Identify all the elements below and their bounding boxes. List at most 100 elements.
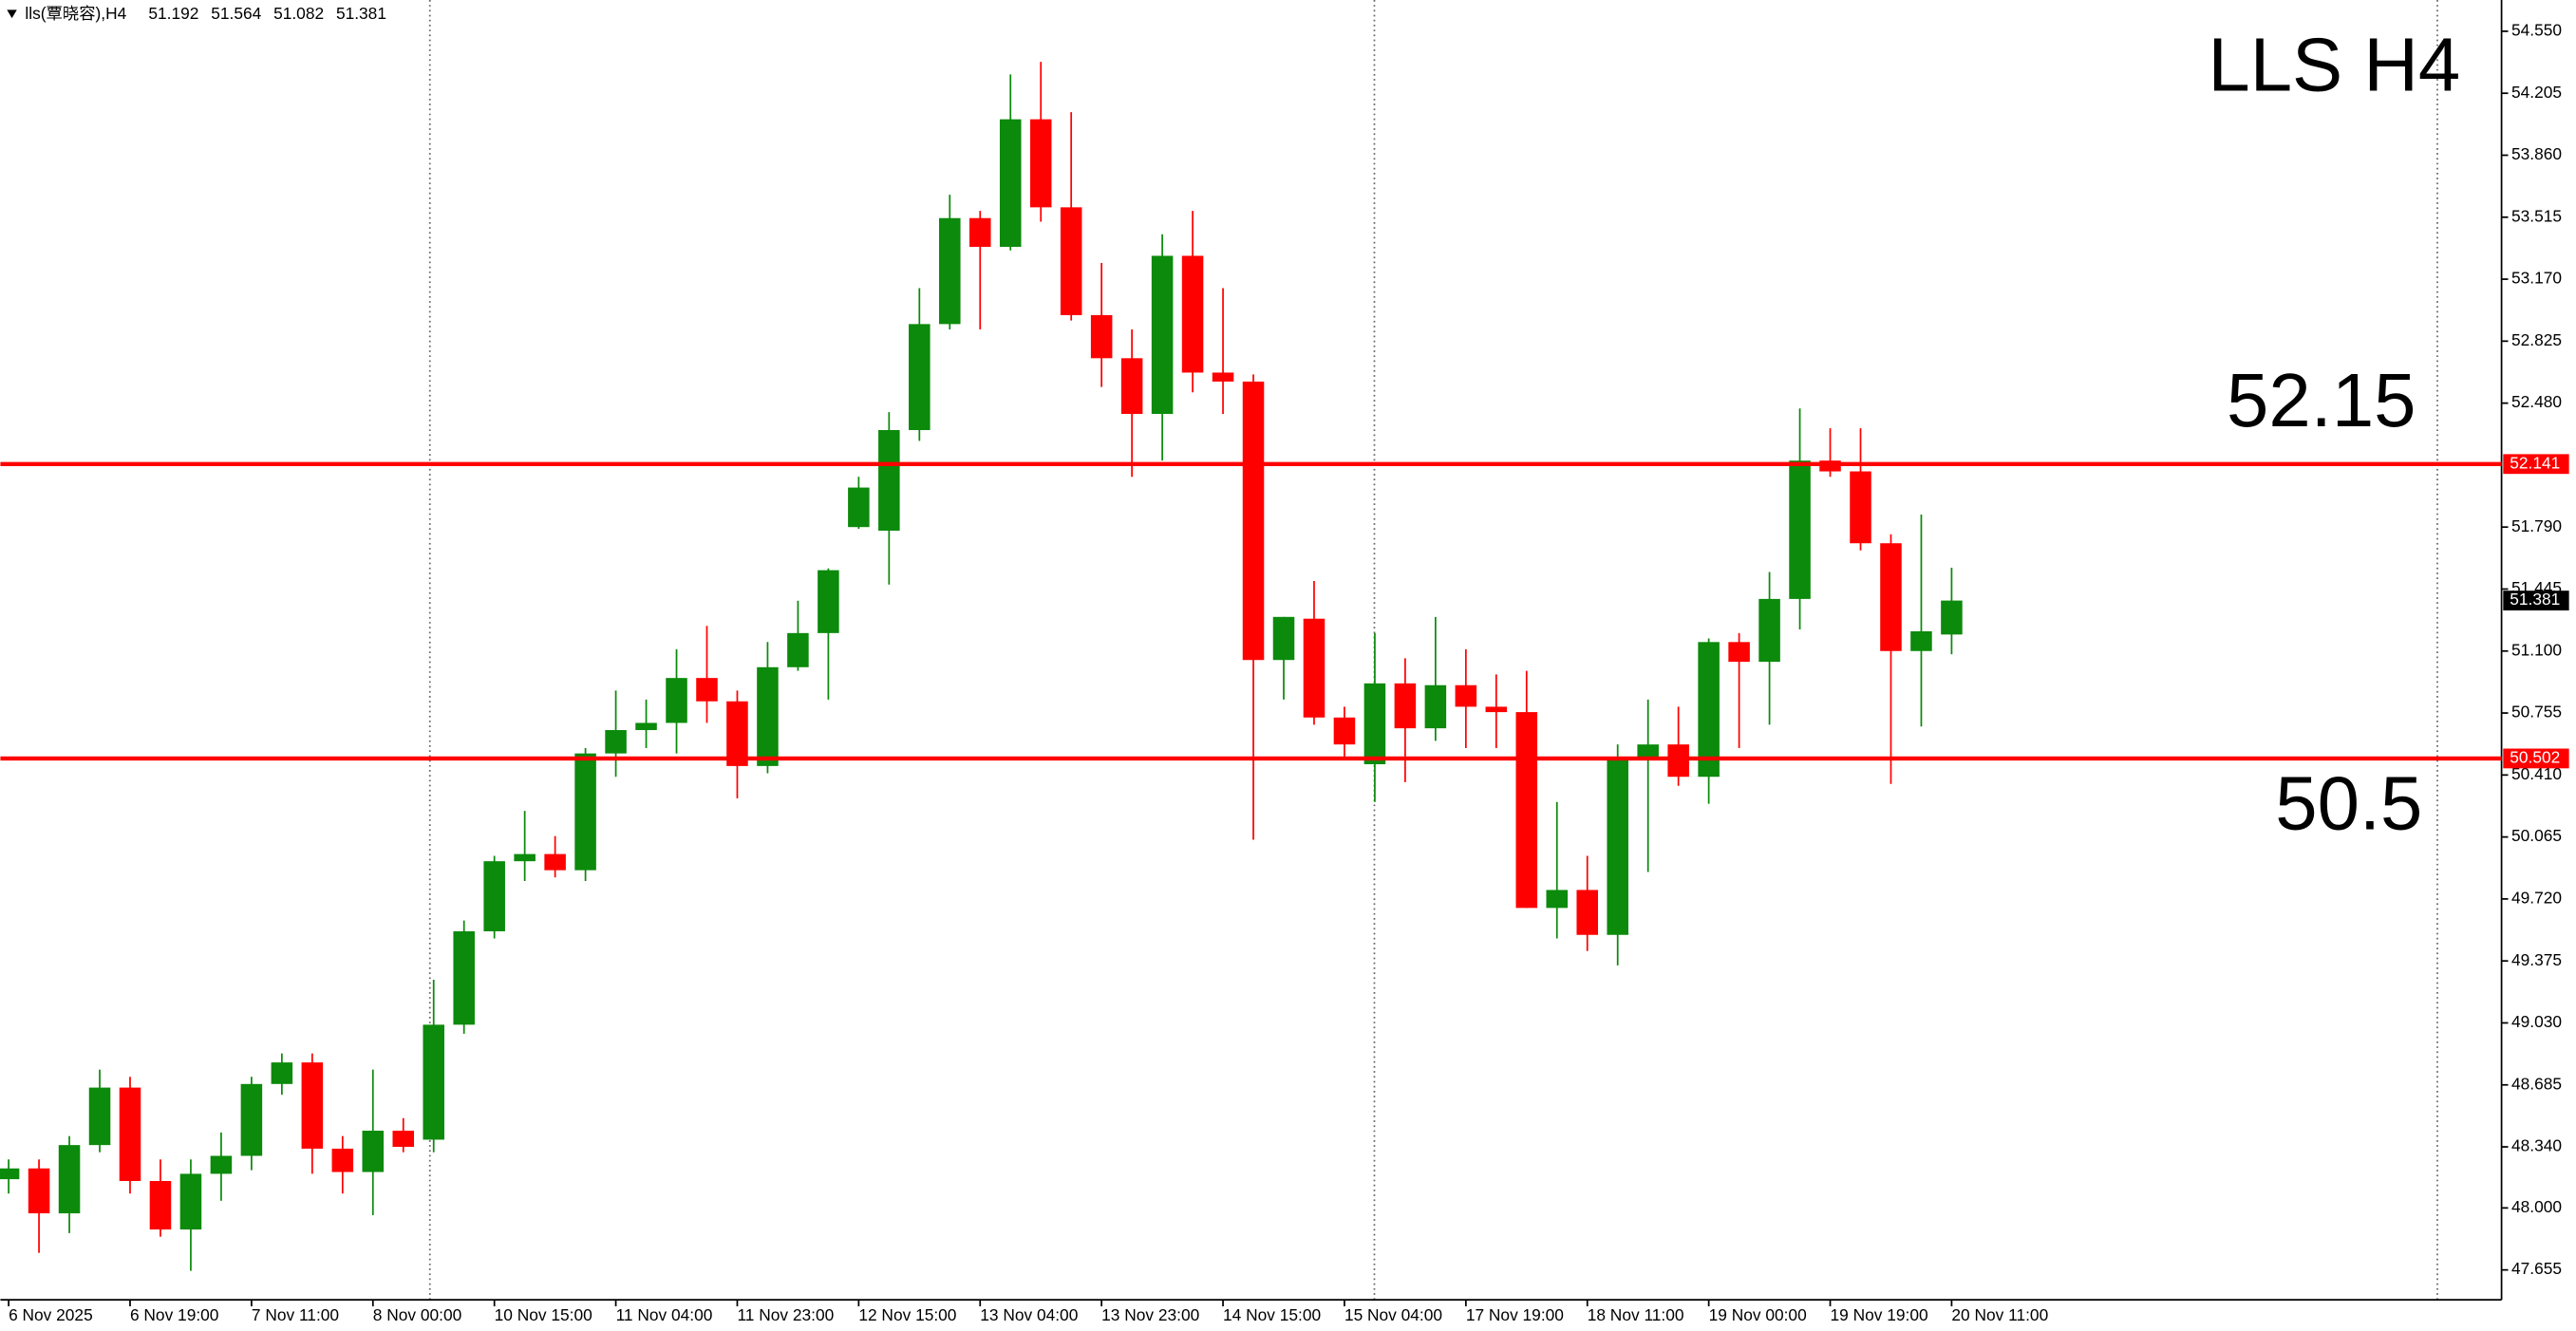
candle-body xyxy=(58,1145,81,1214)
candle-body xyxy=(1850,471,1871,544)
candle-body xyxy=(574,753,596,871)
x-tick-label: 15 Nov 04:00 xyxy=(1344,1305,1442,1324)
candle-body xyxy=(1546,890,1569,909)
candle-body xyxy=(1485,706,1508,713)
level-annotation: 50.5 xyxy=(2275,761,2422,846)
candle-body xyxy=(999,119,1022,248)
x-tick-label: 18 Nov 11:00 xyxy=(1588,1305,1684,1324)
y-tick-label: 52.825 xyxy=(2511,330,2562,349)
candle-body xyxy=(1333,717,1356,745)
candle-body xyxy=(909,324,931,431)
candle-body xyxy=(1394,683,1417,729)
candle-body xyxy=(1242,381,1265,661)
y-tick-label: 48.000 xyxy=(2511,1197,2562,1216)
candle-body xyxy=(605,730,627,754)
chart-title: LLS H4 xyxy=(2208,23,2460,107)
symbol-label: lls(覃晓容),H4 xyxy=(25,4,126,23)
ohlc-low: 51.082 xyxy=(273,4,324,23)
level-annotation: 52.15 xyxy=(2227,358,2416,442)
candle-body xyxy=(453,930,475,1025)
candle-body xyxy=(1212,372,1234,382)
candle-body xyxy=(1029,119,1052,208)
x-tick-label: 17 Nov 19:00 xyxy=(1466,1305,1564,1324)
level-label: 50.502 xyxy=(2510,748,2560,767)
candle-body xyxy=(1090,314,1113,359)
x-tick-label: 7 Nov 11:00 xyxy=(252,1305,339,1324)
candle-body xyxy=(1880,543,1902,651)
x-tick-label: 13 Nov 04:00 xyxy=(980,1305,1078,1324)
level-label: 52.141 xyxy=(2510,453,2560,472)
candle-body xyxy=(818,570,839,633)
y-tick-label: 50.410 xyxy=(2511,764,2562,783)
candle-body xyxy=(0,1168,20,1180)
y-tick-label: 54.205 xyxy=(2511,83,2562,102)
candle-body xyxy=(635,722,657,731)
level-tag xyxy=(2503,454,2569,475)
candle-body xyxy=(392,1131,415,1148)
candle-body xyxy=(1728,642,1750,663)
level-tag xyxy=(2503,748,2569,769)
x-tick-label: 19 Nov 19:00 xyxy=(1831,1305,1928,1324)
candle-body xyxy=(1303,618,1326,718)
candle-body xyxy=(28,1168,50,1214)
x-tick-label: 11 Nov 23:00 xyxy=(737,1305,834,1324)
candle-body xyxy=(1060,207,1082,315)
candle-body xyxy=(1515,712,1538,909)
candle-body xyxy=(1637,744,1659,759)
x-tick-label: 19 Nov 00:00 xyxy=(1709,1305,1807,1324)
candle-body xyxy=(1363,683,1386,764)
candle-body xyxy=(1576,890,1598,935)
candle-body xyxy=(544,853,566,871)
candle-body xyxy=(179,1173,202,1230)
x-tick-label: 20 Nov 11:00 xyxy=(1951,1305,2048,1324)
candle-body xyxy=(757,666,779,766)
x-tick-label: 14 Nov 15:00 xyxy=(1223,1305,1321,1324)
candle-body xyxy=(1455,684,1477,707)
y-tick-label: 48.685 xyxy=(2511,1074,2562,1093)
y-tick-label: 53.515 xyxy=(2511,206,2562,225)
y-tick-label: 49.720 xyxy=(2511,888,2562,907)
candle-body xyxy=(514,853,536,862)
y-tick-label: 52.480 xyxy=(2511,392,2562,411)
candle-body xyxy=(848,487,870,528)
x-tick-label: 8 Nov 00:00 xyxy=(373,1305,461,1324)
candle-body xyxy=(1910,630,1932,651)
price-label: 51.381 xyxy=(2510,590,2560,609)
candle-body xyxy=(88,1087,111,1146)
candle-body xyxy=(1667,744,1689,778)
candle-body xyxy=(787,632,809,667)
candle-body xyxy=(666,678,687,723)
y-tick-label: 48.340 xyxy=(2511,1136,2562,1155)
x-tick-label: 6 Nov 2025 xyxy=(9,1305,93,1324)
candle-body xyxy=(878,430,900,531)
candle-body xyxy=(968,217,991,248)
menu-arrow[interactable] xyxy=(7,9,17,19)
y-tick-label: 51.100 xyxy=(2511,640,2562,659)
y-tick-label: 47.655 xyxy=(2511,1259,2562,1278)
y-tick-label: 50.065 xyxy=(2511,826,2562,845)
y-tick-label: 49.030 xyxy=(2511,1012,2562,1031)
plot xyxy=(0,62,1963,1271)
price-tag xyxy=(2503,591,2569,610)
x-tick-label: 12 Nov 15:00 xyxy=(858,1305,956,1324)
x-tick-label: 11 Nov 04:00 xyxy=(616,1305,713,1324)
candle-body xyxy=(1272,616,1295,661)
candle-body xyxy=(1151,255,1174,414)
candle-body xyxy=(362,1131,385,1172)
candle-body xyxy=(1941,600,1963,635)
ohlc-close: 51.381 xyxy=(336,4,386,23)
x-tick-label: 10 Nov 15:00 xyxy=(495,1305,592,1324)
y-tick-label: 51.790 xyxy=(2511,516,2562,535)
candle-body xyxy=(149,1180,172,1230)
candle-body xyxy=(1698,642,1720,778)
candle-body xyxy=(423,1024,444,1140)
x-tick-label: 13 Nov 23:00 xyxy=(1101,1305,1199,1324)
candle-body xyxy=(1120,358,1143,414)
candle-body xyxy=(1181,255,1204,373)
candle-body xyxy=(271,1062,293,1084)
candle-body xyxy=(240,1083,263,1156)
candle-body xyxy=(210,1155,233,1174)
candle-body xyxy=(696,678,718,702)
candle-body xyxy=(939,217,961,325)
y-tick-label: 53.860 xyxy=(2511,144,2562,163)
